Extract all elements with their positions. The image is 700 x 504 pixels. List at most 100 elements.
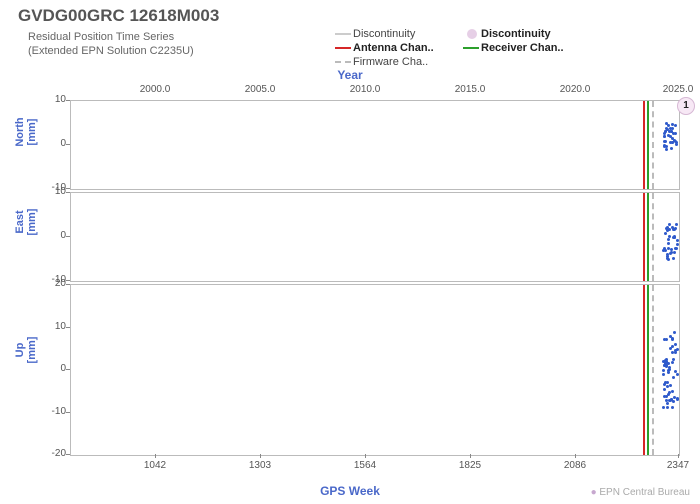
data-point [672, 376, 675, 379]
event-line [647, 285, 649, 455]
data-point [671, 390, 674, 393]
data-point [668, 228, 671, 231]
data-point [665, 145, 668, 148]
ytick-label: 10 [40, 186, 66, 197]
event-line [643, 193, 645, 281]
discontinuity-badge: 1 [677, 97, 695, 115]
data-point [668, 391, 671, 394]
data-point [674, 247, 677, 250]
data-point [665, 338, 668, 341]
data-point [672, 400, 675, 403]
bottom-tick-label: 1042 [144, 460, 166, 471]
ytick-mark [66, 412, 70, 413]
ytick-label: -20 [40, 448, 66, 459]
legend-label: Antenna Chan.. [353, 42, 463, 54]
ytick-mark [66, 369, 70, 370]
xtick-mark [260, 454, 261, 458]
data-point [664, 232, 667, 235]
footer-dot-icon: ● [591, 487, 597, 498]
data-point [671, 345, 674, 348]
bottom-tick-label: 1564 [354, 460, 376, 471]
data-point [665, 358, 668, 361]
panel-up [70, 284, 680, 456]
top-tick-label: 2015.0 [455, 84, 486, 95]
data-point [667, 238, 670, 241]
data-point [667, 134, 670, 137]
event-line [652, 285, 654, 455]
data-point [674, 343, 677, 346]
ytick-mark [66, 100, 70, 101]
data-point [664, 130, 667, 133]
legend-label: Discontinuity [353, 28, 463, 40]
data-point [676, 243, 679, 246]
legend-label: Discontinuity [481, 28, 591, 40]
data-point [663, 247, 666, 250]
data-point [673, 251, 676, 254]
xtick-mark [155, 454, 156, 458]
data-point [668, 368, 671, 371]
legend-swatch [463, 47, 479, 49]
bottom-tick-label: 2086 [564, 460, 586, 471]
ylabel-north: North[mm] [14, 102, 38, 162]
legend-swatch [335, 61, 351, 63]
data-point [665, 148, 668, 151]
data-point [666, 255, 669, 258]
data-point [672, 257, 675, 260]
event-line [647, 101, 649, 189]
ytick-label: 10 [40, 94, 66, 105]
ylabel-up: Up[mm] [14, 320, 38, 380]
bottom-tick-label: 2347 [667, 460, 689, 471]
data-point [676, 398, 679, 401]
ytick-mark [66, 236, 70, 237]
legend-swatch [335, 47, 351, 49]
data-point [662, 369, 665, 372]
top-axis-title: Year [0, 68, 700, 82]
event-line [647, 193, 649, 281]
top-tick-label: 2010.0 [350, 84, 381, 95]
data-point [662, 373, 665, 376]
data-point [674, 351, 677, 354]
data-point [674, 124, 677, 127]
data-point [671, 123, 674, 126]
legend-swatch [467, 29, 477, 39]
footer-credit: ● EPN Central Bureau [591, 487, 690, 498]
data-point [667, 258, 670, 261]
ytick-mark [66, 454, 70, 455]
page-title: GVDG00GRC 12618M003 [18, 6, 219, 26]
data-point [676, 239, 679, 242]
ytick-label: 10 [40, 321, 66, 332]
legend-label: Receiver Chan.. [481, 42, 591, 54]
ytick-mark [66, 188, 70, 189]
ytick-label: 20 [40, 278, 66, 289]
data-point [666, 406, 669, 409]
xtick-mark [470, 454, 471, 458]
ytick-label: 0 [40, 363, 66, 374]
bottom-tick-label: 1303 [249, 460, 271, 471]
legend: Discontinuity Discontinuity Antenna Chan..… [335, 28, 591, 68]
top-tick-label: 2025.0 [663, 84, 694, 95]
data-point [667, 242, 670, 245]
top-tick-label: 2020.0 [560, 84, 591, 95]
xtick-mark [365, 454, 366, 458]
data-point [665, 395, 668, 398]
bottom-tick-label: 1825 [459, 460, 481, 471]
panel-east [70, 192, 680, 282]
ytick-mark [66, 192, 70, 193]
data-point [669, 384, 672, 387]
data-point [676, 373, 679, 376]
data-point [670, 147, 673, 150]
data-point [663, 388, 666, 391]
data-point [671, 127, 674, 130]
ytick-label: 0 [40, 230, 66, 241]
subtitle-line-2: (Extended EPN Solution C2235U) [28, 44, 194, 58]
data-point [673, 228, 676, 231]
ytick-label: -10 [40, 406, 66, 417]
data-point [667, 371, 670, 374]
event-line [643, 101, 645, 189]
data-point [662, 406, 665, 409]
subtitle: Residual Position Time Series (Extended … [28, 30, 194, 59]
ytick-label: 0 [40, 138, 66, 149]
data-point [673, 331, 676, 334]
top-tick-label: 2005.0 [245, 84, 276, 95]
data-point [675, 223, 678, 226]
